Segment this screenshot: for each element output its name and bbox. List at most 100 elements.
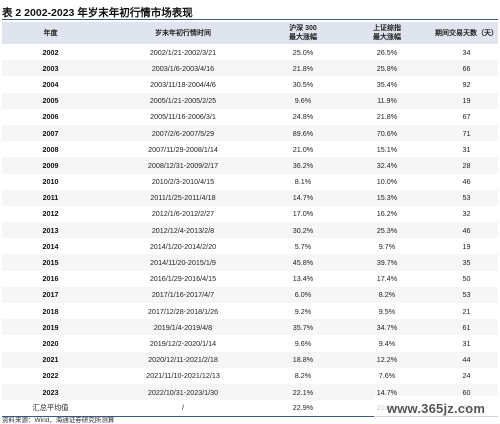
cell-hs300: 35.7% [292,322,314,332]
cell-sh: 32.4% [376,160,398,170]
cell-hs300: 8.1% [294,177,312,187]
cell-period: 2005/11/16-2006/3/1 [150,112,216,122]
cell-year: 2014 [42,241,59,251]
header-sh-line1: 上证综指 [373,25,401,32]
summary-period: / [182,403,184,413]
cell-year: 2009 [42,160,59,170]
cell-hs300: 9.2% [294,306,312,316]
cell-year: 2023 [42,387,59,397]
cell-period: 2003/11/18-2004/4/6 [150,79,216,89]
cell-days: 53 [462,193,471,203]
cell-days: 19 [462,96,471,106]
cell-sh: 12.2% [376,355,398,365]
header-sh: 上证综指 最大涨幅 [339,22,435,44]
cell-sh: 25.8% [376,63,398,73]
cell-year: 2003 [42,63,59,73]
cell-days: 28 [462,160,471,170]
cell-hs300: 13.4% [292,274,314,284]
cell-hs300: 8.2% [294,371,312,381]
cell-year: 2020 [42,338,59,348]
table-caption: 表 2 2002-2023 年岁末年初行情市场表现 [2,2,498,20]
cell-period: 2022/10/31-2023/1/30 [147,387,219,397]
cell-sh: 17.4% [376,274,398,284]
cell-year: 2002 [42,47,59,57]
cell-hs300: 21.8% [292,63,314,73]
cell-days: 53 [462,290,471,300]
summary-label: 汇总平均值 [32,402,69,412]
cell-period: 2019/12/2-2020/1/14 [149,338,217,348]
cell-days: 32 [462,209,471,219]
cell-hs300: 9.6% [294,338,312,348]
cell-hs300: 5.7% [294,241,312,251]
cell-year: 2017 [42,290,59,300]
header-hs300-line2: 最大涨幅 [289,34,317,41]
table-row: 2014 2014/1/20-2014/2/20 5.7% 9.7% 19 [2,238,498,254]
cell-period: 2019/1/4-2019/4/8 [153,322,213,332]
table-row: 2013 2012/12/4-2013/2/8 30.2% 25.3% 46 [2,222,498,239]
cell-period: 2020/12/11-2021/2/18 [148,355,218,365]
cell-year: 2018 [42,306,59,316]
cell-hs300: 30.2% [292,225,314,235]
table-row: 2012 2012/1/6-2012/2/27 17.0% 16.2% 32 [2,206,498,222]
table-row: 2002 2002/1/21-2002/3/21 25.0% 26.5% 34 [2,44,498,60]
table-row: 2015 2014/11/20-2015/1/9 45.8% 39.7% 35 [2,254,498,271]
cell-sh: 11.9% [377,96,397,106]
table-row: 2020 2019/12/2-2020/1/14 9.6% 9.4% 31 [2,335,498,351]
cell-sh: 9.4% [378,338,396,348]
table-header: 年度 岁末年初行情时间 沪深 300 最大涨幅 上证综指 最大涨幅 期间交易天数… [2,22,498,44]
cell-days: 44 [462,355,471,365]
cell-days: 60 [462,387,471,397]
cell-period: 2002/1/21-2002/3/21 [149,47,217,57]
summary-hs300: 22.9% [292,403,314,413]
cell-sh: 34.7% [376,322,398,332]
table-body: 2002 2002/1/21-2002/3/21 25.0% 26.5% 34 2003 2… [2,44,498,417]
cell-year: 2016 [42,274,59,284]
cell-days: 50 [462,274,471,284]
cell-sh: 15.3% [376,193,398,203]
watermark: www.365jz.com [374,396,498,420]
cell-hs300: 14.7% [292,193,314,203]
cell-period: 2007/2/6-2007/5/29 [151,128,215,138]
cell-sh: 8.2% [378,290,396,300]
table-row: 2016 2016/1/29-2016/4/15 13.4% 17.4% 50 [2,271,498,287]
cell-hs300: 22.1% [292,387,314,397]
table-row: 2011 2011/1/25-2011/4/18 14.7% 15.3% 53 [2,189,498,206]
table-row: 2018 2017/12/28-2018/1/26 9.2% 9.5% 21 [2,303,498,319]
cell-sh: 35.4% [376,79,398,89]
table-row: 2010 2010/2/3-2010/4/15 8.1% 10.0% 46 [2,174,498,190]
cell-days: 35 [462,258,471,268]
cell-period: 2016/1/29-2016/4/15 [149,274,217,284]
cell-days: 61 [462,322,471,332]
cell-year: 2021 [42,355,59,365]
cell-sh: 15.1% [376,144,398,154]
header-sh-line2: 最大涨幅 [373,34,401,41]
cell-year: 2015 [42,258,59,268]
cell-days: 31 [462,144,471,154]
cell-days: 31 [462,338,471,348]
cell-hs300: 21.0% [292,144,314,154]
cell-period: 2010/2/3-2010/4/15 [151,177,215,187]
table-row: 2006 2005/11/16-2006/3/1 24.8% 21.8% 67 [2,109,498,125]
source-note: 资料来源：Wind，海通证券研究所测算 [2,417,115,424]
cell-period: 2017/1/16-2017/4/7 [151,290,215,300]
cell-hs300: 18.8% [292,355,314,365]
cell-sh: 14.7% [376,387,398,397]
cell-days: 21 [462,306,471,316]
cell-period: 2008/12/31-2009/2/17 [147,160,219,170]
cell-period: 2021/11/10-2021/12/13 [146,371,220,381]
cell-hs300: 45.8% [292,258,314,268]
table-row: 2019 2019/1/4-2019/4/8 35.7% 34.7% 61 [2,319,498,336]
cell-period: 2003/1/6-2003/4/16 [151,63,215,73]
cell-sh: 10.0% [376,177,398,187]
cell-sh: 39.7% [376,258,398,268]
cell-sh: 21.8% [376,112,398,122]
cell-sh: 16.2% [376,209,398,219]
table-row: 2009 2008/12/31-2009/2/17 36.2% 32.4% 28 [2,157,498,174]
cell-days: 46 [462,225,471,235]
cell-period: 2005/1/21-2005/2/25 [149,96,217,106]
cell-days: 34 [462,47,471,57]
header-year: 年度 [2,22,99,44]
cell-days: 71 [462,128,471,138]
table-row: 2005 2005/1/21-2005/2/25 9.6% 11.9% 19 [2,92,498,109]
cell-sh: 7.6% [378,371,396,381]
